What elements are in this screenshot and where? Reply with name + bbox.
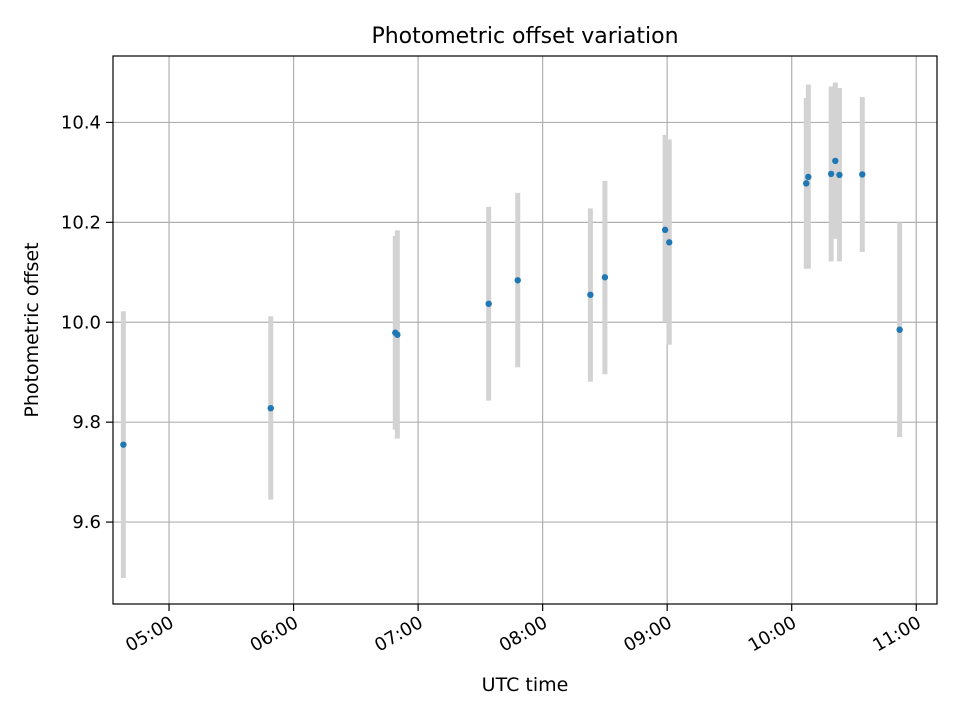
data-point: [601, 274, 609, 281]
data-point: [827, 170, 835, 178]
y-tick-label: 9.6: [72, 512, 101, 533]
data-point: [514, 277, 521, 284]
data-point: [120, 441, 127, 448]
data-point: [803, 180, 810, 187]
data-points: [120, 157, 903, 448]
data-point: [896, 326, 903, 333]
chart-title: Photometric offset variation: [371, 24, 678, 49]
data-point: [267, 404, 274, 412]
y-axis-ticks: 9.6 9.8 10.0 10.2 10.4: [61, 112, 113, 533]
data-point: [836, 171, 843, 179]
y-tick-label: 9.8: [72, 412, 101, 433]
y-tick-label: 10.4: [61, 112, 101, 133]
y-tick-label: 10.0: [61, 312, 101, 333]
data-point: [485, 300, 492, 307]
data-point: [859, 171, 866, 178]
data-point: [587, 291, 594, 298]
data-point: [661, 226, 669, 234]
y-axis-label: Photometric offset: [21, 242, 43, 417]
y-tick-label: 10.2: [61, 212, 101, 233]
data-point: [832, 157, 839, 165]
x-axis-label: UTC time: [482, 674, 569, 696]
data-point: [666, 239, 673, 246]
plot-frame: [112, 55, 938, 605]
data-point: [805, 173, 812, 181]
data-point: [394, 331, 401, 338]
